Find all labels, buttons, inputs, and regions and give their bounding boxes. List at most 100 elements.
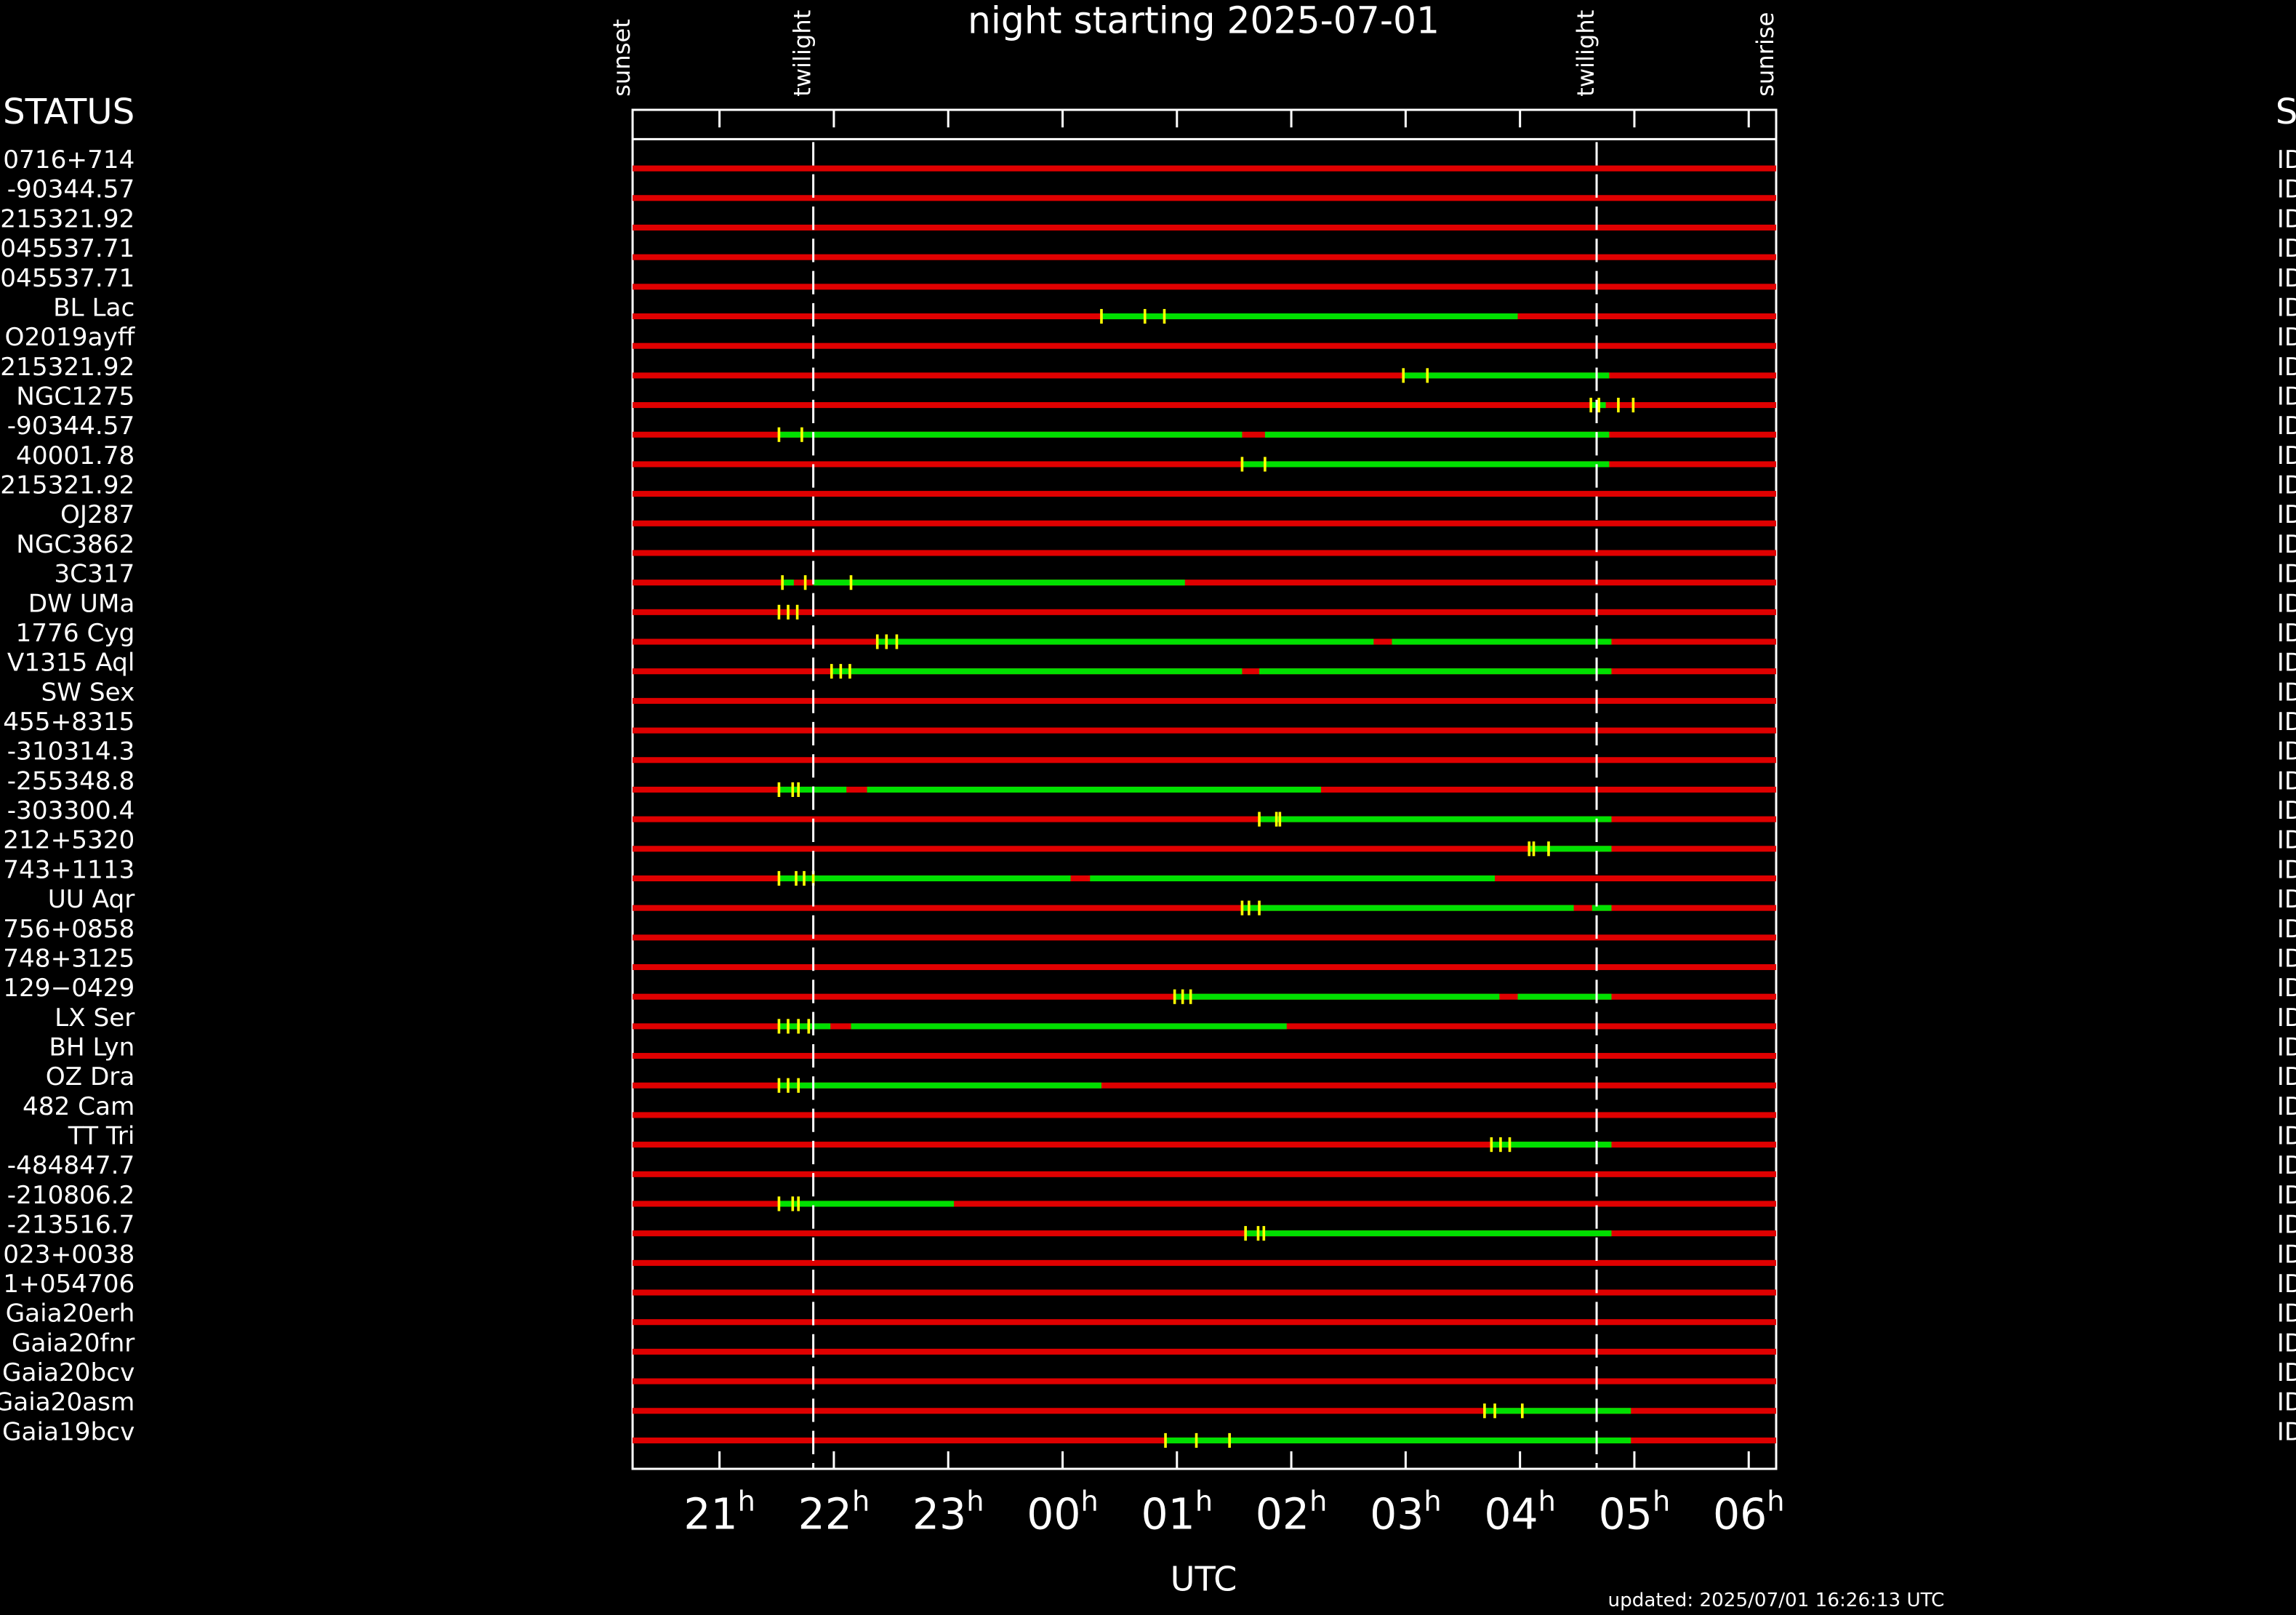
target-status: ID [2277, 353, 2296, 382]
x-tick-suffix: h [966, 1485, 984, 1518]
unavailable-bar [633, 1201, 1776, 1207]
available-segment [1529, 846, 1612, 852]
x-tick-label: 03h [1370, 1485, 1442, 1539]
x-tick-suffix: h [1195, 1485, 1213, 1518]
unavailable-bar [633, 934, 1776, 941]
x-tick-label: 02h [1256, 1485, 1328, 1539]
unavailable-bar [633, 697, 1776, 704]
available-segment [1491, 1142, 1612, 1148]
target-name: Gaia20asm [0, 1388, 135, 1417]
target-name: SW Sex [41, 678, 135, 707]
target-name: -210806.2 [7, 1181, 135, 1210]
x-tick-suffix: h [738, 1485, 755, 1518]
target-status: ID [2277, 766, 2296, 796]
unavailable-bar [633, 195, 1776, 201]
x-tick-label: 22h [798, 1485, 870, 1539]
event-label: twilight [789, 10, 816, 97]
unavailable-bar [633, 165, 1776, 172]
target-status: ID [2277, 204, 2296, 233]
target-name: 215321.92 [0, 353, 135, 382]
unavailable-bar [633, 461, 1776, 468]
target-name: UU Aqr [48, 885, 135, 914]
available-segment [779, 431, 1243, 438]
footer: updated: 2025/07/01 16:26:13 UTC [1608, 1590, 1945, 1611]
available-segment [1259, 816, 1612, 822]
target-status: ID [2277, 826, 2296, 855]
unavailable-bar [633, 372, 1776, 379]
x-tick-number: 03 [1370, 1490, 1424, 1539]
unavailable-bar [633, 1171, 1776, 1177]
target-name: 748+3125 [3, 944, 135, 973]
unavailable-bar [633, 1378, 1776, 1384]
x-tick-label: 05h [1599, 1485, 1671, 1539]
unavailable-bar [633, 846, 1776, 852]
event-label: sunrise [1751, 12, 1779, 96]
target-name: 482 Cam [23, 1092, 135, 1121]
x-tick-label: 01h [1141, 1485, 1213, 1539]
target-status: ID [2277, 1417, 2296, 1446]
target-status: ID [2277, 1211, 2296, 1240]
available-segment [779, 875, 1071, 882]
x-tick-suffix: h [1424, 1485, 1441, 1518]
target-name: 40001.78 [16, 441, 135, 470]
target-status: ID [2277, 915, 2296, 944]
target-status: ID [2277, 293, 2296, 322]
target-name: 045537.71 [0, 234, 135, 263]
target-name: 1776 Cyg [16, 619, 135, 648]
x-tick-number: 23 [912, 1490, 966, 1539]
target-name: Gaia20fnr [12, 1329, 135, 1358]
target-status: ID [2277, 1033, 2296, 1062]
target-status: ID [2277, 323, 2296, 352]
target-name: 756+0858 [3, 915, 135, 944]
available-segment [1392, 638, 1612, 645]
target-name: -90344.57 [7, 412, 135, 441]
unavailable-bar [633, 816, 1776, 822]
target-status: ID [2277, 1270, 2296, 1299]
available-segment [877, 638, 1374, 645]
target-status: ID [2277, 382, 2296, 411]
target-status: ID [2277, 885, 2296, 914]
x-tick-label: 04h [1484, 1485, 1556, 1539]
event-label: sunset [608, 19, 635, 97]
target-status: ID [2277, 471, 2296, 500]
target-status: ID [2277, 560, 2296, 589]
target-name: Gaia20erh [6, 1299, 135, 1329]
target-name: -213516.7 [7, 1211, 135, 1240]
unavailable-bar [633, 284, 1776, 290]
target-name: LX Ser [55, 1003, 135, 1033]
x-tick-number: 05 [1599, 1490, 1653, 1539]
target-status: ID [2277, 649, 2296, 678]
x-tick-suffix: h [1653, 1485, 1670, 1518]
target-status: ID [2277, 1358, 2296, 1387]
target-status: ID [2277, 1003, 2296, 1033]
target-name: 212+5320 [3, 826, 135, 855]
target-name: Gaia19bcv [2, 1417, 135, 1446]
unavailable-bar [633, 1259, 1776, 1266]
available-segment [779, 1201, 955, 1207]
target-name: 215321.92 [0, 471, 135, 500]
target-name: NGC3862 [16, 530, 135, 559]
available-segment [1591, 905, 1612, 911]
x-axis-label: UTC [1171, 1560, 1237, 1599]
target-status: ID [2277, 1388, 2296, 1417]
unavailable-bar [633, 342, 1776, 349]
target-name: -484847.7 [7, 1151, 135, 1180]
target-status: ID [2277, 1240, 2296, 1269]
x-tick-suffix: h [1309, 1485, 1327, 1518]
target-name: V1315 Aql [7, 649, 135, 678]
target-name: 1+054706 [3, 1270, 135, 1299]
left-header: STATUS [3, 92, 135, 132]
unavailable-bar [633, 402, 1776, 409]
target-name: 023+0038 [3, 1240, 135, 1269]
target-name: BL Lac [53, 293, 135, 322]
available-segment [1242, 905, 1574, 911]
target-status: ID [2277, 1092, 2296, 1121]
x-tick-number: 00 [1027, 1490, 1080, 1539]
target-name: TT Tri [68, 1122, 135, 1151]
target-status: ID [2277, 737, 2296, 766]
target-status: ID [2277, 412, 2296, 441]
unavailable-bar [633, 1230, 1776, 1237]
available-segment [779, 1082, 1101, 1089]
available-segment [1403, 372, 1610, 379]
